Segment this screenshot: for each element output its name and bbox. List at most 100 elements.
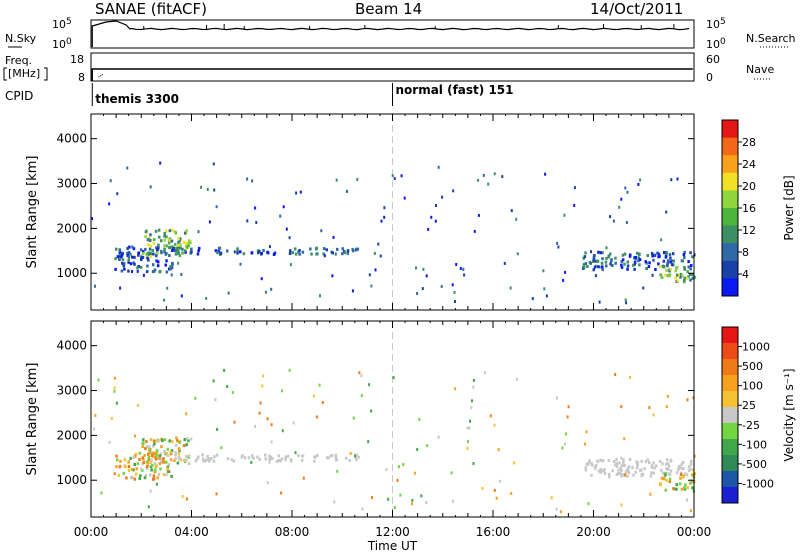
velocity-cell <box>636 463 639 466</box>
power-cell <box>463 273 466 277</box>
power-cell <box>198 246 201 250</box>
velocity-cell <box>279 459 282 463</box>
power-cell <box>454 300 456 303</box>
power-ytick-label-0: 4000 <box>56 132 87 146</box>
velocity-cell <box>483 371 486 375</box>
power-cell <box>625 301 628 305</box>
velocity-cell <box>680 487 684 491</box>
velocity-cell <box>150 454 154 457</box>
velocity-cell <box>650 471 653 475</box>
velocity-cell <box>182 458 186 462</box>
power-cell <box>356 247 360 251</box>
power-cell <box>690 264 693 267</box>
power-cell <box>147 238 151 242</box>
power-cell <box>260 277 263 281</box>
velocity-cell <box>151 444 155 448</box>
velocity-cell <box>123 464 127 468</box>
velocity-cell <box>147 505 150 509</box>
power-cell <box>270 287 273 291</box>
velocity-cell <box>636 465 639 469</box>
power-cell <box>593 254 596 258</box>
power-cell <box>126 254 129 257</box>
velocity-cell <box>686 398 689 402</box>
power-cell <box>178 239 181 242</box>
power-cell <box>383 215 386 219</box>
power-cell <box>288 236 291 240</box>
velocity-cell <box>418 417 421 421</box>
power-cell <box>672 259 675 263</box>
power-cell <box>260 252 263 255</box>
velocity-cell <box>336 469 339 473</box>
velocity-cell <box>313 394 315 398</box>
nave-label: Nave <box>746 63 774 76</box>
velocity-cell <box>284 458 287 462</box>
power-cell <box>169 265 172 268</box>
xtick-label-6: 00:00 <box>677 525 712 539</box>
velocity-cell <box>681 475 685 479</box>
velocity-cell <box>591 463 594 467</box>
velocity-colorbar-cell <box>722 375 738 392</box>
velocity-cell <box>593 465 597 469</box>
power-cell <box>601 268 604 272</box>
power-cell <box>108 202 111 206</box>
power-cell <box>250 251 254 255</box>
power-cell <box>650 252 654 255</box>
velocity-cell <box>367 440 370 444</box>
velocity-cell <box>147 455 151 459</box>
power-cell <box>676 177 679 181</box>
velocity-cell <box>154 468 157 472</box>
velocity-cell <box>171 440 174 444</box>
velocity-cell <box>169 452 173 456</box>
velocity-cell <box>679 476 682 480</box>
power-cell <box>415 266 417 270</box>
power-cell <box>109 179 112 183</box>
power-cell <box>609 215 612 219</box>
velocity-cell <box>617 468 620 472</box>
velocity-cell <box>416 447 419 451</box>
velocity-cell <box>620 469 623 472</box>
power-cell <box>689 251 692 255</box>
radar-title: SANAE (fitACF) <box>95 0 207 18</box>
velocity-cell <box>360 394 363 398</box>
velocity-cell <box>666 462 670 466</box>
velocity-cell <box>685 473 689 477</box>
power-cell <box>149 252 153 256</box>
velocity-cell <box>277 459 281 462</box>
velocity-cell <box>140 467 143 471</box>
velocity-cell <box>584 468 588 472</box>
power-cell <box>604 260 608 264</box>
power-cell <box>435 204 437 207</box>
power-cell <box>239 250 242 254</box>
power-cell <box>133 262 136 266</box>
velocity-cell <box>675 471 679 475</box>
velocity-cell <box>166 467 169 471</box>
velocity-cell <box>206 454 209 458</box>
velocity-cell <box>361 507 364 511</box>
power-cell <box>597 265 600 269</box>
velocity-cell <box>426 444 429 448</box>
velocity-cell <box>510 492 513 495</box>
power-cell <box>301 250 305 254</box>
power-cell <box>171 261 174 265</box>
power-cell <box>441 195 444 199</box>
power-cell <box>255 221 258 224</box>
power-cell <box>683 256 686 259</box>
power-cell <box>685 276 689 280</box>
power-cell <box>157 246 160 250</box>
power-cell <box>142 250 145 254</box>
power-cell <box>133 255 136 259</box>
power-cell <box>477 178 480 182</box>
velocity-cell <box>280 491 283 495</box>
power-cell <box>584 251 587 255</box>
velocity-cell <box>665 462 668 466</box>
power-ytick-label-2: 2000 <box>56 221 87 235</box>
power-cell <box>687 265 690 269</box>
velocity-cell <box>348 459 352 463</box>
freq-panel-frame <box>90 52 695 82</box>
velocity-colorbar-tick-2: 100 <box>742 380 763 393</box>
velocity-cell <box>489 414 492 418</box>
power-cell <box>515 217 518 221</box>
power-cell <box>181 247 184 251</box>
velocity-cell <box>584 466 587 470</box>
